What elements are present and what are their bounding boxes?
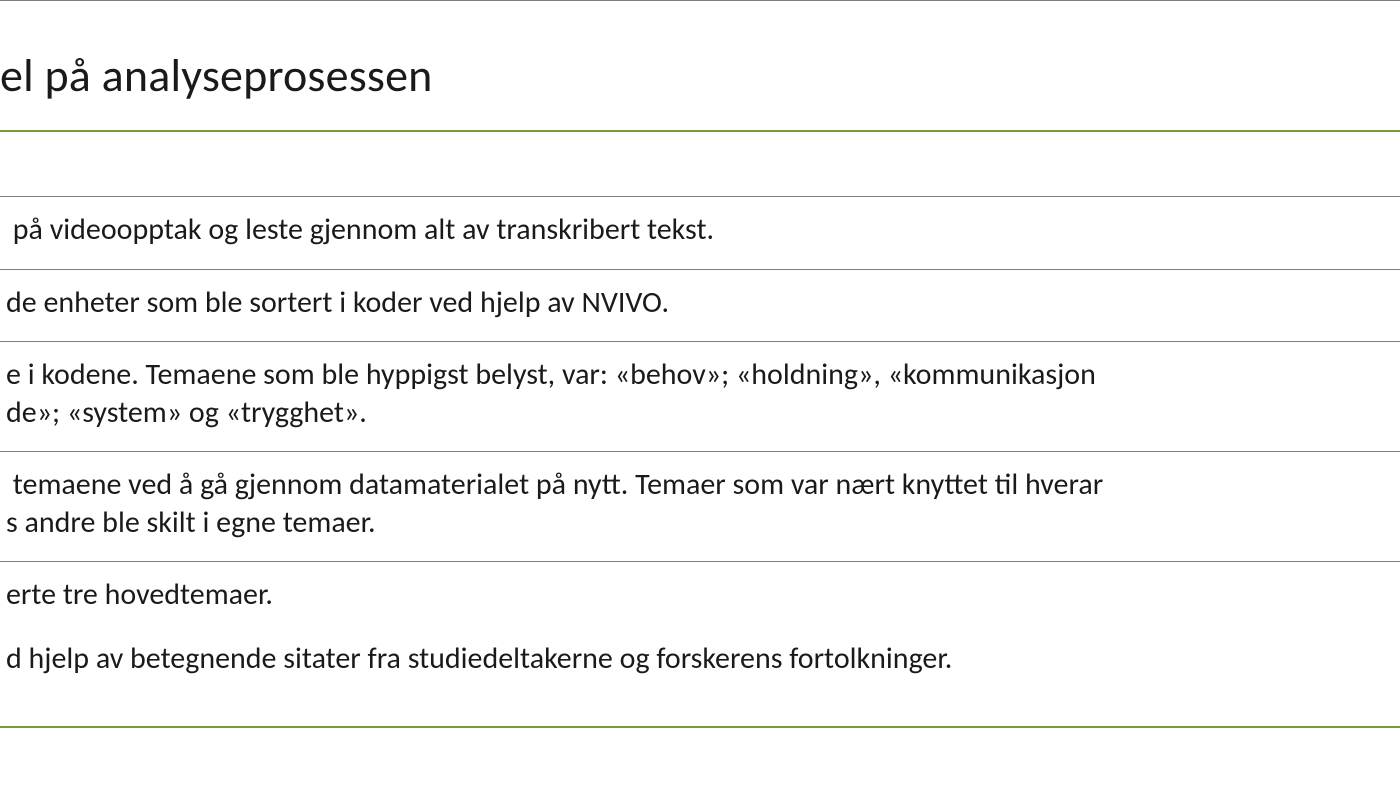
accent-divider-top: [0, 130, 1400, 132]
document-page: el på analyseprosessen på videoopptak og…: [0, 0, 1400, 786]
table-row: e i kodene. Temaene som ble hyppigst bel…: [0, 341, 1400, 451]
table-row: de enheter som ble sortert i koder ved h…: [0, 269, 1400, 342]
table-row: temaene ved å gå gjennom datamaterialet …: [0, 451, 1400, 561]
row-text: temaene ved å gå gjennom datamaterialet …: [6, 466, 1103, 541]
table-row: på videoopptak og leste gjennom alt av t…: [0, 196, 1400, 269]
row-divider-bottom: [0, 0, 1400, 1]
table-row: erte tre hovedtemaer.: [0, 561, 1400, 634]
row-text: de enheter som ble sortert i koder ved h…: [6, 284, 669, 321]
process-table: på videoopptak og leste gjennom alt av t…: [0, 196, 1400, 697]
row-text: erte tre hovedtemaer.: [6, 576, 273, 613]
table-row: d hjelp av betegnende sitater fra studie…: [0, 634, 1400, 698]
row-text: e i kodene. Temaene som ble hyppigst bel…: [6, 356, 1096, 431]
accent-divider-bottom: [0, 726, 1400, 728]
page-title: el på analyseprosessen: [0, 48, 433, 104]
row-text: d hjelp av betegnende sitater fra studie…: [6, 640, 952, 677]
row-text: på videoopptak og leste gjennom alt av t…: [6, 211, 714, 248]
